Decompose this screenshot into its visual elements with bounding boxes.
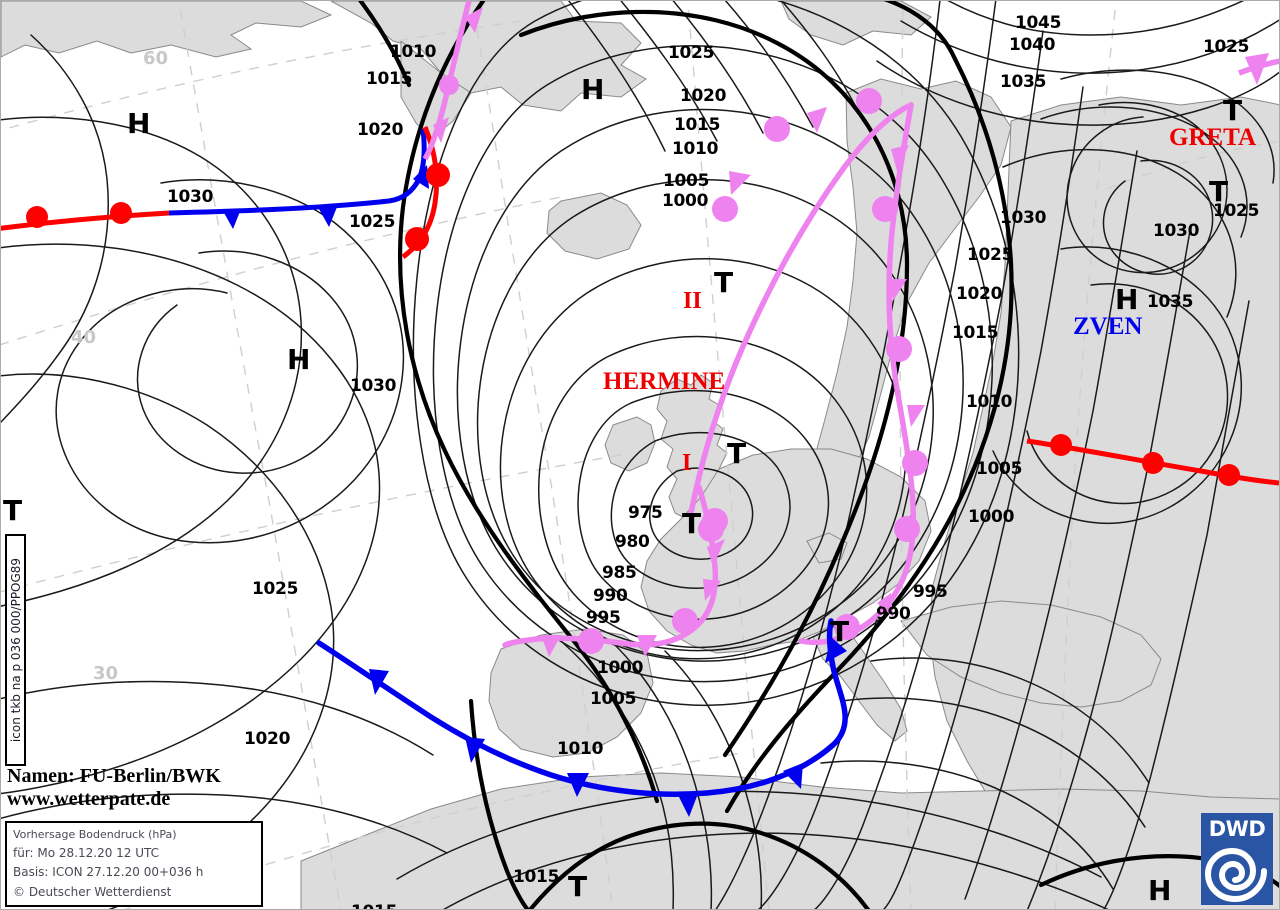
legend-valid-time: für: Mo 28.12.20 12 UTC <box>13 845 160 860</box>
occluded-front-greta <box>1238 53 1279 85</box>
isobar-label-1005-20: 1005 <box>590 689 637 709</box>
warm-front-southeast <box>1026 434 1279 486</box>
isobar-label-1000-19: 1000 <box>597 658 644 678</box>
isobar-label-1000-13: 1000 <box>662 191 709 211</box>
isobar-label-1025-37: 1025 <box>1213 201 1260 221</box>
isobar-label-1035-39: 1035 <box>1147 292 1194 312</box>
landmass-ireland <box>604 416 656 472</box>
dwd-wordmark: DWD <box>1208 817 1266 841</box>
landmass-north-africa <box>300 772 1279 909</box>
isobar-label-1030-5: 1030 <box>350 376 397 396</box>
high-centre-marker-10: H <box>1115 283 1139 316</box>
isobar-label-995-25: 995 <box>913 582 948 602</box>
graticule-label-40: 40 <box>71 327 97 348</box>
legend-title: Vorhersage Bodendruck (hPa) <box>13 828 177 841</box>
isobar-label-1005-12: 1005 <box>663 171 710 191</box>
high-centre-marker-2: H <box>581 73 605 106</box>
warm-front-north-atlantic <box>1 202 170 231</box>
isobar-label-1020-2: 1020 <box>357 120 404 140</box>
high-centre-marker-1: H <box>287 343 311 376</box>
product-id-text: icon tkb na p 036 000/PPOG89 <box>8 557 23 743</box>
isobar-label-1025-6: 1025 <box>252 579 299 599</box>
landmass-iceland <box>546 192 642 260</box>
high-centre-marker-0: H <box>127 107 151 140</box>
isobar-label-1030-32: 1030 <box>1000 208 1047 228</box>
storm-name-zven: ZVEN <box>1073 313 1143 340</box>
isobar-label-1030-4: 1030 <box>167 187 214 207</box>
low-centre-marker-7: T <box>568 870 588 903</box>
legend-copyright: © Deutscher Wetterdienst <box>13 884 172 899</box>
isobar-label-975-14: 975 <box>628 503 663 523</box>
landmass-greenland <box>330 1 647 112</box>
isobar-label-1025-36: 1025 <box>1203 37 1250 57</box>
isobar-label-990-17: 990 <box>593 586 628 606</box>
isobar-label-1015-22: 1015 <box>513 867 560 887</box>
graticule-label-30: 30 <box>93 663 119 684</box>
landmass-canada-arctic <box>1 1 333 58</box>
graticule-label-60: 60 <box>143 48 169 69</box>
isobar-label-980-15: 980 <box>615 532 650 552</box>
low-centre-marker-6: T <box>830 615 850 648</box>
isobar-label-1025-31: 1025 <box>967 245 1014 265</box>
low-centre-numeral-II: II <box>683 288 702 314</box>
isobar-label-1015-23: 1015 <box>351 902 397 909</box>
isobar-label-1000-26: 1000 <box>968 507 1015 527</box>
isobar-label-1045-35: 1045 <box>1015 13 1062 33</box>
low-centre-marker-3: T <box>714 266 734 299</box>
isobar-label-1035-33: 1035 <box>1000 72 1047 92</box>
isobar-label-1030-38: 1030 <box>1153 221 1200 241</box>
isobar-label-1010-21: 1010 <box>557 739 604 759</box>
isobar-label-1015-1: 1015 <box>366 69 413 89</box>
isobar-label-1025-8: 1025 <box>668 43 715 63</box>
isobar-label-990-24: 990 <box>876 604 911 624</box>
landmass-svalbard <box>780 1 932 46</box>
low-centre-marker-8: T <box>1223 94 1243 127</box>
dwd-logo: DWD <box>1201 813 1273 905</box>
occluded-front-uk-france <box>502 484 724 657</box>
high-centre-marker-11: H <box>1148 874 1172 907</box>
occluded-front-scandinavia <box>798 102 928 646</box>
storm-name-hermine: HERMINE <box>603 368 726 395</box>
isobar-label-1005-27: 1005 <box>976 459 1023 479</box>
low-centre-marker-12: T <box>3 494 23 527</box>
credit-website[interactable]: www.wetterpate.de <box>7 788 171 811</box>
cold-front-north-atlantic <box>168 128 429 229</box>
isobar-label-1020-7: 1020 <box>244 729 291 749</box>
isobar-label-995-18: 995 <box>586 608 621 628</box>
isobar-label-1025-3: 1025 <box>349 212 396 232</box>
isobar-label-1040-34: 1040 <box>1009 35 1056 55</box>
storm-name-greta: GRETA <box>1169 124 1257 151</box>
cold-front-mediterranean <box>316 618 848 817</box>
legend-box: Vorhersage Bodendruck (hPa) für: Mo 28.1… <box>5 821 263 907</box>
isobar-label-1010-28: 1010 <box>966 392 1013 412</box>
landmass-balkans-turkey <box>900 600 1162 708</box>
low-centre-numeral-I: I <box>682 450 692 476</box>
isobar-label-1015-10: 1015 <box>674 115 721 135</box>
credit-block: Namen: FU-Berlin/BWK www.wetterpate.de <box>7 765 221 812</box>
low-centre-marker-5: T <box>682 507 702 540</box>
isobar-label-985-16: 985 <box>602 563 637 583</box>
low-centre-marker-4: T <box>727 437 747 470</box>
product-id-box: icon tkb na p 036 000/PPOG89 <box>5 534 26 766</box>
legend-basis: Basis: ICON 27.12.20 00+036 h <box>13 865 204 880</box>
isobar-label-1020-9: 1020 <box>680 86 727 106</box>
credit-names: Namen: FU-Berlin/BWK <box>7 765 221 787</box>
isobar-label-1015-29: 1015 <box>952 323 999 343</box>
dwd-spiral-icon <box>1204 847 1267 903</box>
isobar-label-1020-30: 1020 <box>956 284 1003 304</box>
landmass-eurasia <box>928 96 1279 909</box>
isobar-label-1010-0: 1010 <box>390 42 437 62</box>
isobar-label-1010-11: 1010 <box>672 139 719 159</box>
occluded-front-greenland <box>422 1 483 161</box>
low-centre-marker-9: T <box>1209 175 1229 208</box>
